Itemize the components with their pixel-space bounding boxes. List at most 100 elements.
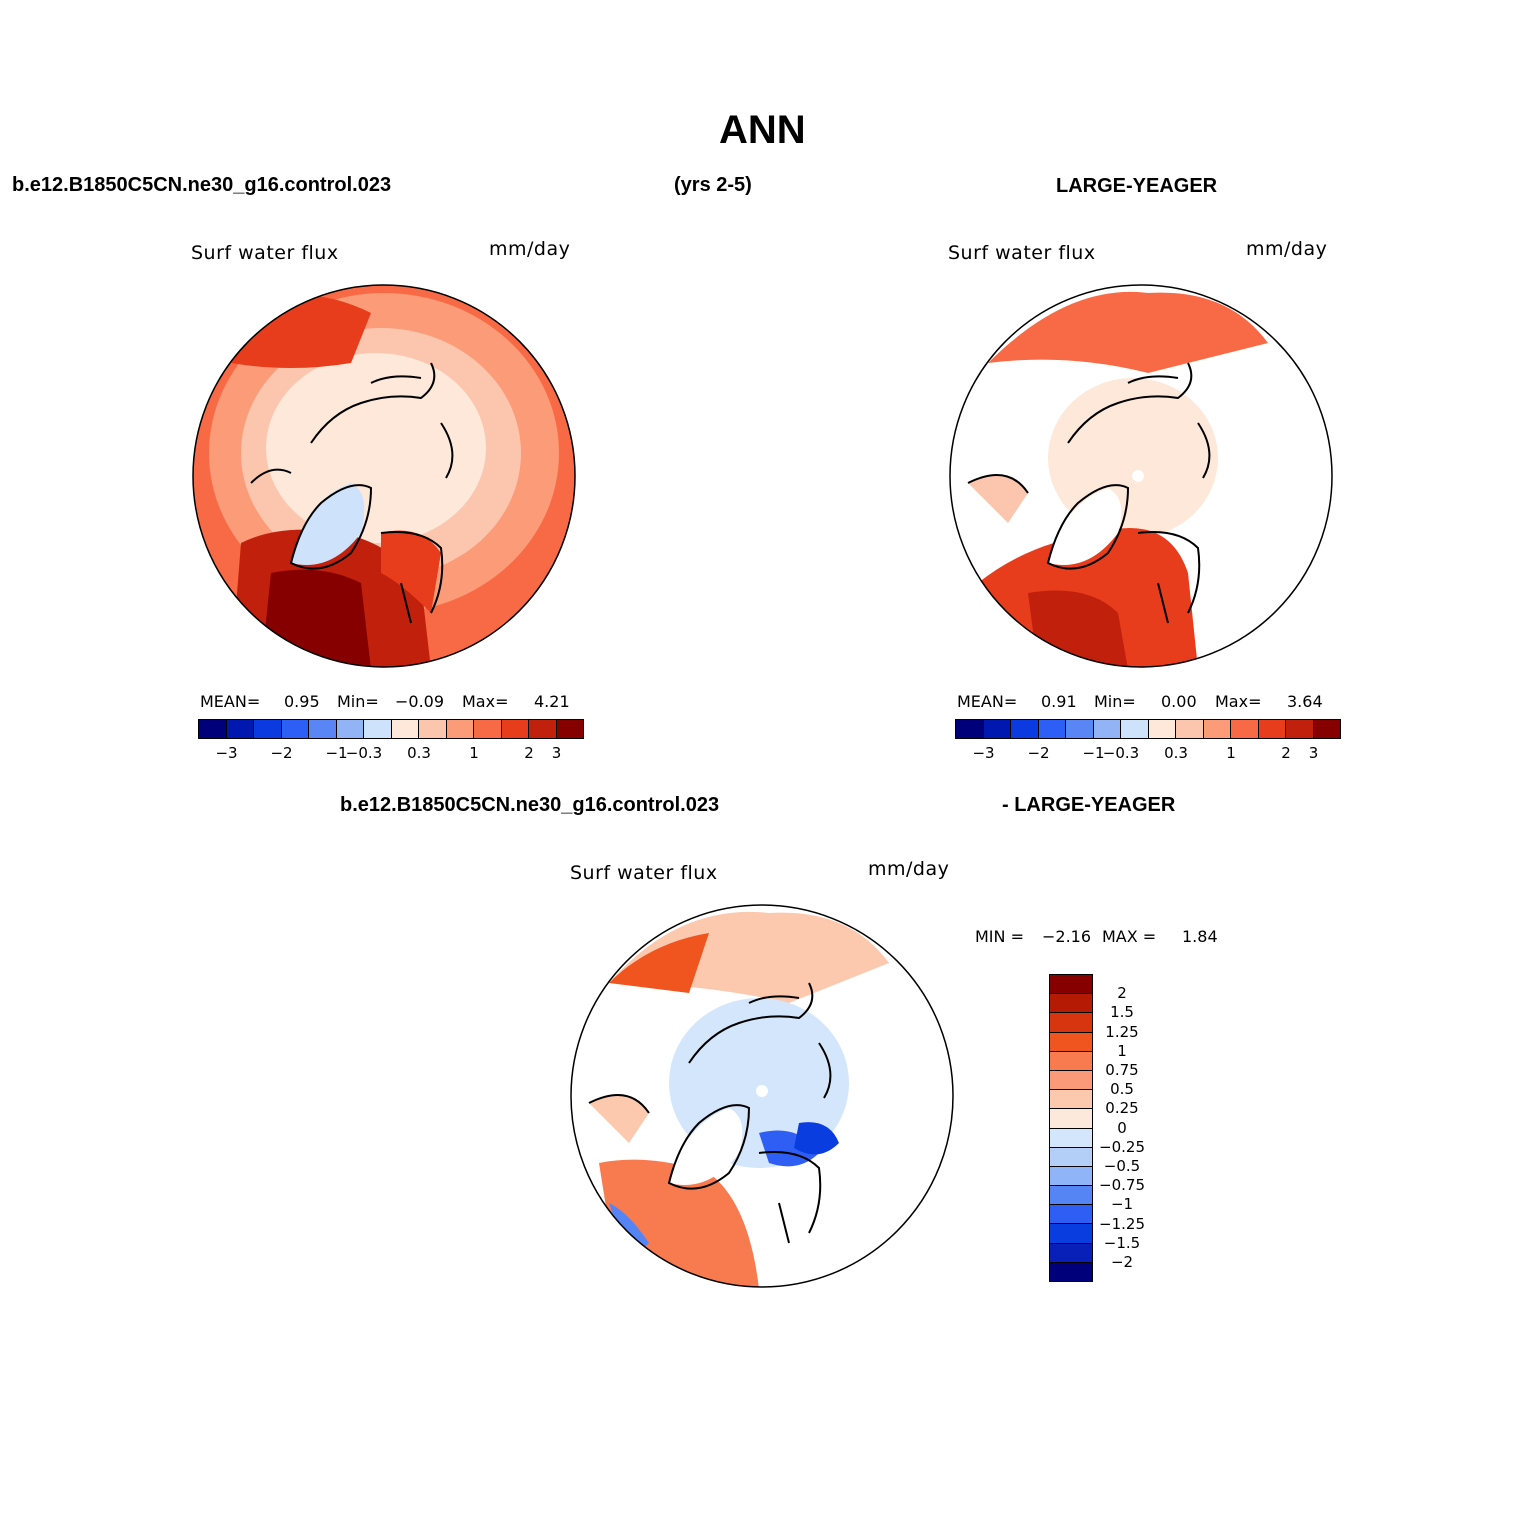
case2-label: LARGE-YEAGER: [1056, 175, 1218, 197]
map-panel2: [949, 284, 1333, 668]
colorbar-swatch: [226, 720, 254, 738]
colorbar-tick-label: 2: [1281, 744, 1291, 762]
colorbar-swatch: [1286, 720, 1314, 738]
colorbar-tick-label: −1: [325, 744, 348, 762]
colorbar-swatch: [1011, 720, 1039, 738]
colorbar-tick-label: 1: [469, 744, 479, 762]
colorbar-swatch: [1050, 1166, 1092, 1187]
colorbar-swatch: [1050, 1090, 1092, 1110]
colorbar-tick-label: −1.25: [1099, 1214, 1145, 1233]
diff-min-label: MIN =: [975, 927, 1024, 946]
colorbar-tick-label: 0.25: [1105, 1099, 1139, 1118]
colorbar-swatch: [391, 720, 419, 738]
panel2-mean: 0.91: [1041, 692, 1077, 711]
colorbar-tick-label: 1: [1226, 744, 1236, 762]
panel1-units: mm/day: [489, 238, 571, 260]
colorbar-swatch: [254, 720, 282, 738]
colorbar-tick-label: −0.75: [1099, 1176, 1145, 1195]
case1-label: b.e12.B1850C5CN.ne30_g16.control.023: [12, 174, 392, 196]
panel1-variable: Surf water flux: [191, 242, 339, 264]
panel1-max-label: Max=: [462, 692, 509, 711]
colorbar-swatch: [1050, 1186, 1092, 1206]
colorbar-swatch: [529, 720, 557, 738]
colorbar-tick-label: 2: [1117, 984, 1127, 1003]
panel2-max: 3.64: [1287, 692, 1323, 711]
colorbar-swatch: [281, 720, 309, 738]
colorbar-swatch: [446, 720, 474, 738]
diff-min: −2.16: [1042, 927, 1092, 946]
years-label: (yrs 2-5): [674, 174, 752, 196]
colorbar-swatch: [1231, 720, 1259, 738]
colorbar-swatch: [1050, 994, 1092, 1014]
colorbar-swatch: [309, 720, 337, 738]
colorbar-swatch: [501, 720, 529, 738]
diff-case2-label: - LARGE-YEAGER: [1002, 794, 1176, 816]
panel1-min-label: Min=: [337, 692, 379, 711]
colorbar-tick-label: 1.25: [1105, 1022, 1139, 1041]
colorbar-swatch: [199, 720, 227, 738]
colorbar-swatch: [1050, 1032, 1092, 1052]
diff-case1-label: b.e12.B1850C5CN.ne30_g16.control.023: [340, 794, 720, 816]
plot-title: ANN: [719, 108, 806, 152]
map-diff: [570, 904, 954, 1288]
colorbar-tick-label: 0.75: [1105, 1061, 1139, 1079]
colorbar-swatch: [956, 720, 984, 738]
colorbar-tick-label: −2: [1110, 1253, 1134, 1271]
colorbar-swatch: [1038, 720, 1066, 738]
colorbar-swatch: [1050, 1224, 1092, 1244]
colorbar-swatch: [1050, 1109, 1092, 1129]
colorbar-swatch: [1050, 1262, 1092, 1281]
panel2-units: mm/day: [1246, 238, 1328, 260]
colorbar-tick-label: −3: [215, 744, 238, 762]
panel2-colorbar: [955, 719, 1341, 739]
panel1-min: −0.09: [395, 692, 445, 711]
panel2-min: 0.00: [1161, 692, 1197, 711]
colorbar-tick-label: 1.5: [1110, 1003, 1134, 1022]
colorbar-swatch: [1176, 720, 1204, 738]
colorbar-tick-label: 3: [1308, 744, 1319, 762]
colorbar-swatch: [1050, 975, 1092, 995]
diff-variable: Surf water flux: [570, 862, 718, 884]
colorbar-swatch: [1203, 720, 1231, 738]
panel1-colorbar: [198, 719, 584, 739]
diff-max: 1.84: [1182, 927, 1218, 946]
colorbar-tick-label: −2: [270, 744, 293, 762]
colorbar-tick-label: 0: [1117, 1118, 1127, 1137]
colorbar-swatch: [1121, 720, 1149, 738]
colorbar-tick-label: −1: [1082, 744, 1105, 762]
colorbar-tick-label: 2: [524, 744, 534, 762]
colorbar-swatch: [1050, 1013, 1092, 1033]
colorbar-tick-label: −2: [1027, 744, 1050, 762]
colorbar-tick-label: −0.25: [1099, 1137, 1145, 1156]
colorbar-swatch: [474, 720, 502, 738]
colorbar-swatch: [1050, 1243, 1092, 1263]
panel1-mean: 0.95: [284, 692, 320, 711]
panel1-max: 4.21: [534, 692, 570, 711]
colorbar-tick-label: −1: [1110, 1195, 1134, 1214]
colorbar-tick-label: 0.3: [1164, 744, 1188, 762]
colorbar-swatch: [336, 720, 364, 738]
colorbar-swatch: [1050, 1147, 1092, 1167]
colorbar-tick-label: −1.5: [1103, 1233, 1141, 1252]
colorbar-swatch: [364, 720, 392, 738]
colorbar-tick-label: −0.3: [345, 744, 383, 762]
diff-units: mm/day: [868, 858, 950, 880]
colorbar-tick-label: 0.3: [407, 744, 431, 762]
colorbar-tick-label: 0.5: [1110, 1080, 1134, 1099]
colorbar-swatch: [983, 720, 1011, 738]
colorbar-tick-label: 1: [1117, 1041, 1127, 1060]
colorbar-swatch: [419, 720, 447, 738]
colorbar-swatch: [556, 720, 583, 738]
colorbar-swatch: [1050, 1205, 1092, 1225]
panel2-min-label: Min=: [1094, 692, 1136, 711]
panel2-variable: Surf water flux: [948, 242, 1096, 264]
colorbar-tick-label: −0.3: [1102, 744, 1140, 762]
colorbar-tick-label: −0.5: [1103, 1157, 1141, 1175]
colorbar-swatch: [1258, 720, 1286, 738]
colorbar-swatch: [1066, 720, 1094, 738]
colorbar-swatch: [1093, 720, 1121, 738]
colorbar-swatch: [1148, 720, 1176, 738]
panel2-mean-label: MEAN=: [957, 692, 1018, 711]
panel2-max-label: Max=: [1215, 692, 1262, 711]
diff-max-label: MAX =: [1102, 927, 1157, 946]
